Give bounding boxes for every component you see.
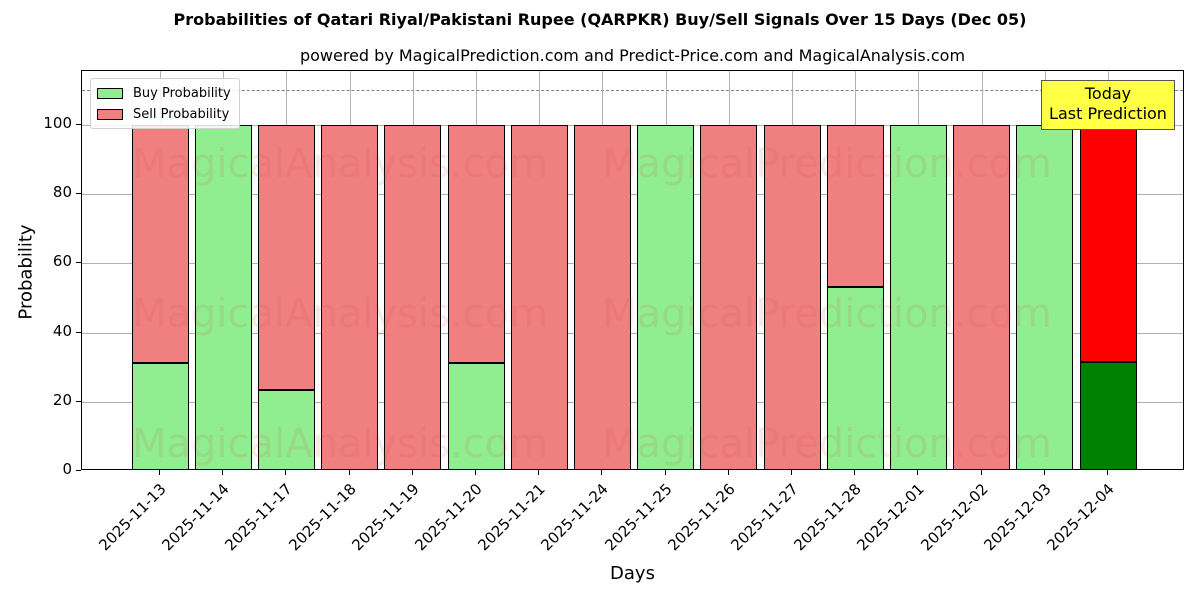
- bar-sell: [384, 125, 442, 469]
- y-tick: [76, 470, 81, 471]
- y-tick-label: 60: [52, 252, 72, 271]
- bar-sell: [826, 125, 884, 287]
- chart-title: Probabilities of Qatari Riyal/Pakistani …: [173, 10, 1027, 29]
- bar-sell: [1079, 125, 1137, 363]
- y-tick-label: 0: [62, 460, 72, 478]
- y-tick-label: 20: [52, 390, 72, 409]
- bar-sell: [257, 125, 315, 391]
- buy-swatch-icon: [97, 88, 123, 99]
- x-tick: [1107, 470, 1108, 475]
- x-tick: [854, 470, 856, 475]
- bar-buy: [194, 125, 252, 469]
- x-tick: [222, 470, 224, 475]
- bar-buy: [826, 286, 884, 469]
- legend: Buy Probability Sell Probability: [90, 78, 240, 129]
- y-tick: [76, 400, 81, 402]
- bar-sell: [447, 125, 505, 363]
- bar-sell: [510, 125, 568, 469]
- x-tick: [538, 470, 540, 475]
- y-tick: [76, 193, 81, 195]
- bar-buy: [1016, 125, 1074, 469]
- x-tick: [980, 470, 982, 475]
- x-tick: [411, 470, 413, 475]
- x-tick: [348, 470, 350, 475]
- chart-subtitle: powered by MagicalPrediction.com and Pre…: [299, 46, 966, 65]
- y-tick: [76, 262, 81, 264]
- bar-buy: [257, 390, 315, 469]
- gridline-y: [82, 401, 1183, 403]
- gridline-y: [82, 194, 1183, 196]
- y-tick: [76, 124, 81, 125]
- legend-sell-label: Sell Probability: [133, 107, 230, 122]
- bar-sell: [321, 125, 379, 469]
- y-tick-label: 80: [52, 183, 72, 202]
- x-tick: [727, 470, 729, 475]
- x-tick: [1043, 470, 1045, 475]
- bar-buy: [131, 362, 189, 469]
- bar-buy: [1079, 362, 1137, 469]
- x-tick: [159, 470, 160, 475]
- x-tick: [664, 470, 666, 475]
- plot-area: MagicalAnalysis.comMagicalPrediction.com…: [81, 70, 1184, 470]
- y-tick-label: 100: [43, 114, 72, 132]
- sell-swatch-icon: [97, 109, 123, 120]
- y-tick: [76, 331, 81, 333]
- bar-buy: [637, 125, 695, 469]
- bar-buy: [447, 362, 505, 469]
- annotation-line-2: Last Prediction: [1049, 104, 1167, 123]
- legend-item-sell: Sell Probability: [97, 104, 231, 125]
- gridline-y: [82, 125, 1183, 126]
- today-annotation: Today Last Prediction: [1041, 80, 1175, 130]
- bar-sell: [763, 125, 821, 469]
- legend-buy-label: Buy Probability: [133, 86, 231, 101]
- gridline-y: [82, 263, 1183, 265]
- y-axis-label: Probability: [15, 224, 37, 320]
- annotation-line-1: Today: [1084, 84, 1132, 103]
- bar-sell: [573, 125, 631, 469]
- x-tick: [601, 470, 603, 475]
- x-axis-label: Days: [610, 563, 655, 584]
- bar-sell: [700, 125, 758, 469]
- x-tick: [285, 470, 287, 475]
- bar-sell: [131, 125, 189, 363]
- reference-line: [82, 90, 1183, 92]
- legend-item-buy: Buy Probability: [97, 83, 231, 104]
- x-tick: [791, 470, 792, 475]
- x-tick: [475, 470, 476, 475]
- x-tick: [917, 470, 919, 475]
- bar-sell: [953, 125, 1011, 469]
- y-tick-label: 40: [52, 321, 72, 340]
- bar-buy: [889, 125, 947, 469]
- gridline-y: [82, 332, 1183, 334]
